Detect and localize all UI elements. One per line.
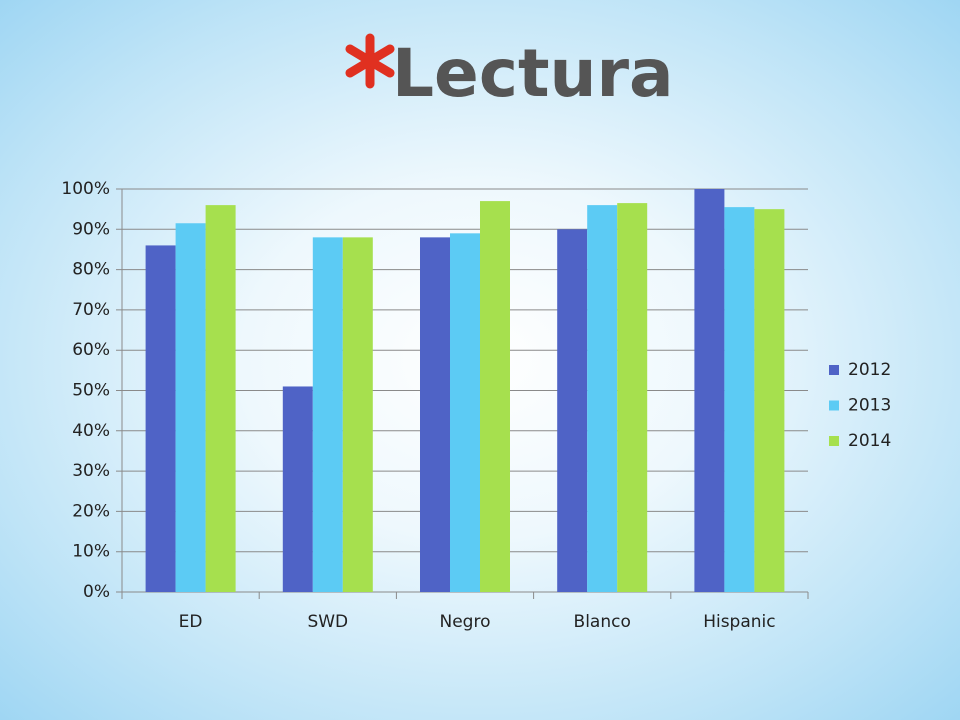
y-tick-label: 40% [72, 421, 110, 441]
bar [145, 245, 176, 593]
y-tick-label: 30% [72, 461, 110, 481]
bar [420, 237, 450, 593]
y-tick-label: 100% [61, 179, 110, 199]
y-tick-label: 80% [72, 260, 110, 280]
bar [754, 209, 785, 592]
y-tick-label: 20% [72, 501, 110, 521]
y-tick-label: 10% [72, 542, 110, 562]
bar [587, 205, 618, 592]
bar [175, 223, 206, 592]
y-tick-label: 0% [83, 582, 110, 602]
y-tick-label: 70% [72, 300, 110, 320]
bar [724, 207, 755, 592]
bar [312, 237, 343, 593]
title-asterisk [345, 33, 395, 89]
bar [694, 189, 725, 592]
legend-swatch [829, 365, 839, 375]
x-tick-label: Blanco [574, 612, 631, 632]
legend-label: 2012 [848, 360, 891, 380]
x-tick-label: SWD [307, 612, 348, 632]
bar [617, 203, 648, 593]
legend-label: 2013 [848, 396, 891, 416]
bar [480, 201, 510, 592]
bar [282, 386, 313, 592]
x-tick-label: Negro [440, 612, 491, 632]
bar [205, 205, 236, 592]
chart-title: Lectura [392, 35, 674, 112]
bar [450, 233, 480, 592]
legend-swatch [829, 400, 839, 411]
x-tick-label: Hispanic [703, 612, 775, 632]
legend-swatch [829, 436, 839, 446]
y-tick-label: 60% [72, 340, 110, 360]
bar [342, 237, 373, 593]
y-tick-label: 50% [72, 381, 110, 401]
y-tick-label: 90% [72, 219, 110, 239]
x-tick-label: ED [179, 612, 203, 632]
bar [557, 229, 588, 593]
legend-label: 2014 [848, 431, 891, 451]
